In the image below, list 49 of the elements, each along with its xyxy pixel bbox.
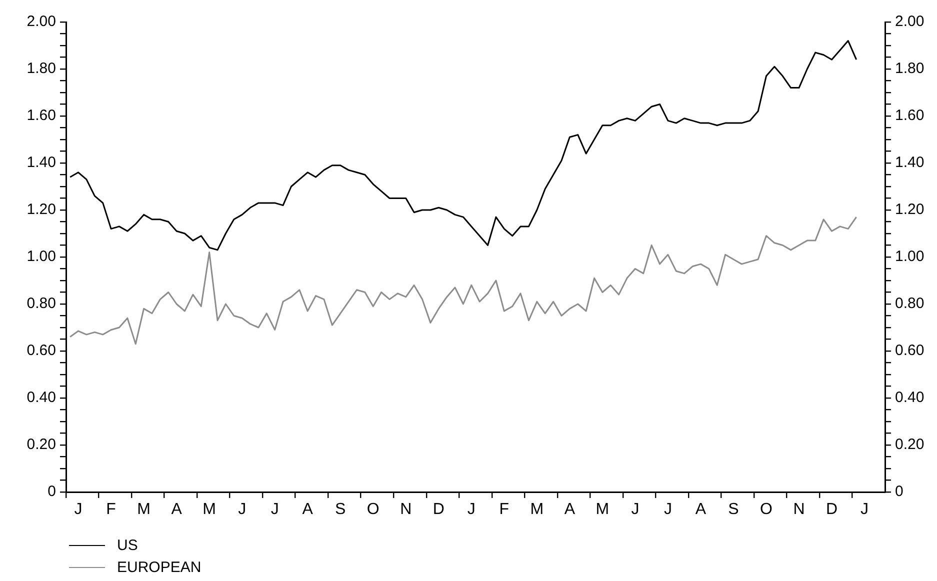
y-tick-label: 1.80 bbox=[26, 60, 56, 78]
x-tick-label: M bbox=[137, 501, 150, 518]
x-tick-label: F bbox=[499, 501, 510, 518]
x-tick-label: A bbox=[171, 501, 182, 518]
y2-tick-label: 0 bbox=[895, 483, 904, 500]
x-tick-label: O bbox=[366, 501, 380, 518]
y2-tick-label: 1.80 bbox=[895, 60, 924, 78]
y2-tick-label: 1.00 bbox=[895, 248, 924, 266]
x-tick-label: N bbox=[400, 501, 412, 518]
y2-tick-label: 0.20 bbox=[895, 436, 924, 454]
x-tick-label: O bbox=[760, 501, 772, 518]
x-tick-label: J bbox=[270, 501, 279, 518]
y-tick-label: 0.60 bbox=[26, 342, 56, 360]
x-tick-label: S bbox=[728, 501, 739, 518]
x-tick-label: M bbox=[530, 501, 544, 518]
x-tick-label: J bbox=[74, 501, 82, 518]
y-tick-label: 0 bbox=[48, 483, 56, 500]
y-tick-label: 0.80 bbox=[26, 295, 56, 312]
x-tick-label: J bbox=[664, 501, 672, 518]
x-tick-label: N bbox=[793, 501, 805, 518]
y2-tick-label: 0.60 bbox=[895, 342, 924, 360]
y-tick-label: 2.00 bbox=[26, 13, 56, 30]
y2-tick-label: 1.60 bbox=[895, 107, 924, 124]
y2-tick-label: 1.40 bbox=[895, 154, 924, 172]
y2-tick-label: 1.20 bbox=[895, 201, 924, 218]
x-tick-label: M bbox=[202, 501, 216, 518]
x-tick-label: A bbox=[302, 501, 314, 518]
x-tick-label: S bbox=[335, 501, 346, 518]
y-tick-label: 1.40 bbox=[26, 154, 56, 172]
x-tick-label: M bbox=[596, 501, 610, 518]
x-tick-label: A bbox=[564, 501, 576, 518]
y-tick-label: 1.60 bbox=[26, 107, 56, 124]
y-tick-label: 1.00 bbox=[26, 248, 56, 266]
x-tick-label: F bbox=[106, 501, 116, 518]
y2-tick-label: 0.80 bbox=[895, 295, 924, 312]
y-tick-label: 1.20 bbox=[26, 201, 56, 218]
x-tick-label: J bbox=[860, 501, 869, 518]
y2-tick-label: 2.00 bbox=[895, 13, 924, 30]
y-tick-label: 0.20 bbox=[26, 436, 56, 454]
x-tick-label: J bbox=[467, 501, 476, 518]
x-tick-label: D bbox=[432, 501, 444, 518]
legend-label: US bbox=[117, 536, 138, 554]
x-tick-label: A bbox=[695, 501, 706, 518]
x-tick-label: J bbox=[631, 501, 640, 518]
y2-tick-label: 0.40 bbox=[895, 389, 924, 406]
x-tick-label: J bbox=[238, 501, 246, 518]
y-tick-label: 0.40 bbox=[26, 389, 56, 406]
legend-label: EUROPEAN bbox=[117, 558, 202, 576]
x-tick-label: D bbox=[826, 501, 838, 518]
